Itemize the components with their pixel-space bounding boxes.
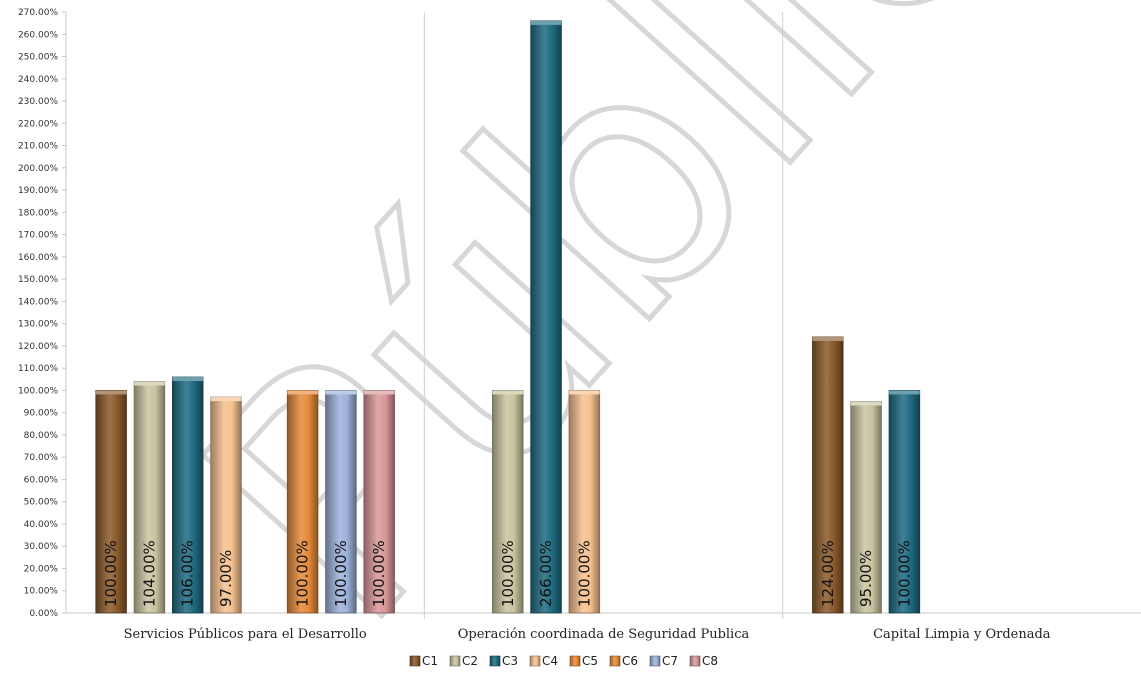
data-label: 266.00%: [537, 540, 555, 607]
data-label: 100.00%: [294, 540, 312, 607]
bar-c3: [530, 20, 562, 614]
bar-bevel: [530, 20, 562, 25]
bar-bevel: [812, 336, 844, 341]
legend-item-c2: C2: [449, 654, 478, 668]
y-tick-label: 230.00%: [18, 97, 58, 107]
y-tick-label: 60.00%: [24, 475, 59, 485]
data-label: 95.00%: [857, 550, 875, 607]
legend-swatch: [609, 655, 621, 667]
bar-c7: [325, 390, 357, 614]
y-tick-label: 150.00%: [18, 275, 58, 285]
bar-bevel: [850, 401, 882, 406]
bar-bevel: [569, 390, 600, 395]
x-tick-label: Operación coordinada de Seguridad Public…: [458, 627, 750, 642]
x-tick-label: Servicios Públicos para el Desarrollo: [124, 627, 367, 642]
y-tick-label: 30.00%: [24, 542, 59, 552]
bar-bevel: [325, 390, 357, 395]
watermark-text: Pública: [133, 0, 1141, 677]
y-tick-label: 20.00%: [24, 564, 59, 574]
data-label: 100.00%: [895, 540, 913, 607]
data-label: 100.00%: [499, 540, 517, 607]
legend-swatch: [529, 655, 541, 667]
y-tick-label: 160.00%: [18, 253, 58, 263]
watermark: Pública: [130, 0, 1141, 677]
legend-swatch: [489, 655, 501, 667]
legend-swatch: [569, 655, 581, 667]
x-tick-label: Capital Limpia y Ordenada: [873, 627, 1051, 642]
bar-bevel: [287, 390, 318, 395]
y-tick-label: 100.00%: [18, 386, 58, 396]
data-label: 100.00%: [102, 540, 120, 607]
data-label: 97.00%: [217, 550, 235, 607]
legend-item-c8: C8: [689, 654, 718, 668]
axes: 0.00% 10.00% 20.00% 30.00% 40.00% 50.00% 60.00…: [18, 8, 1141, 642]
bars: [95, 20, 921, 614]
legend: C1 C2 C3 C4 C5 C6 C7 C8: [409, 654, 718, 668]
bar-bevel: [363, 390, 395, 395]
y-tick-label: 130.00%: [18, 320, 58, 330]
y-tick-label: 80.00%: [24, 431, 59, 441]
y-tick-label: 40.00%: [24, 520, 59, 530]
bar-c6: [286, 390, 319, 614]
bar-bevel: [134, 381, 165, 386]
data-label: 104.00%: [140, 540, 158, 607]
legend-item-c7: C7: [649, 654, 678, 668]
bar-c3: [172, 376, 204, 614]
data-label: 124.00%: [819, 540, 837, 607]
legend-label: C2: [462, 654, 478, 668]
y-tick-label: 120.00%: [18, 342, 58, 352]
bar-bevel: [95, 390, 127, 395]
bar-bevel: [889, 390, 920, 395]
y-tick-label: 200.00%: [18, 164, 58, 174]
y-tick-label: 180.00%: [18, 208, 58, 218]
bar-bevel: [210, 397, 242, 402]
y-tick-label: 0.00%: [29, 609, 58, 619]
legend-item-c6: C6: [609, 654, 638, 668]
y-tick-label: 250.00%: [18, 53, 58, 63]
y-tick-label: 270.00%: [18, 8, 58, 18]
legend-swatch: [649, 655, 661, 667]
legend-swatch: [409, 655, 421, 667]
legend-label: C4: [542, 654, 558, 668]
legend-swatch: [689, 655, 701, 667]
legend-item-c5: C5: [569, 654, 598, 668]
bar-c8: [363, 390, 395, 614]
legend-label: C7: [662, 654, 678, 668]
bar-c1: [812, 336, 844, 614]
legend-swatch: [449, 655, 461, 667]
y-tick-label: 140.00%: [18, 297, 58, 307]
y-tick-label: 70.00%: [24, 453, 59, 463]
data-label: 100.00%: [370, 540, 388, 607]
bar-bevel: [492, 390, 524, 395]
y-tick-label: 110.00%: [18, 364, 58, 374]
data-label: 106.00%: [179, 540, 197, 607]
legend-label: C5: [582, 654, 598, 668]
bar-c4: [568, 390, 601, 614]
data-label: 100.00%: [332, 540, 350, 607]
bar-c1: [95, 390, 127, 614]
y-tick-label: 220.00%: [18, 119, 58, 129]
legend-label: C6: [622, 654, 638, 668]
legend-item-c3: C3: [489, 654, 518, 668]
legend-label: C8: [702, 654, 718, 668]
legend-label: C3: [502, 654, 518, 668]
y-tick-label: 50.00%: [24, 498, 59, 508]
y-tick-label: 210.00%: [18, 142, 58, 152]
bar-c3: [888, 390, 921, 614]
legend-item-c4: C4: [529, 654, 558, 668]
legend-label: C1: [422, 654, 438, 668]
y-tick-label: 10.00%: [24, 587, 59, 597]
data-label: 100.00%: [575, 540, 593, 607]
y-tick-label: 90.00%: [24, 409, 59, 419]
legend-item-c1: C1: [409, 654, 438, 668]
y-tick-label: 240.00%: [18, 75, 58, 85]
y-tick-label: 190.00%: [18, 186, 58, 196]
data-labels: 100.00% 124.00% 104.00% 100.00% 95.00% 106.00…: [102, 540, 913, 607]
bar-c2: [850, 401, 882, 614]
y-tick-label: 260.00%: [18, 30, 58, 40]
bar-c2: [133, 381, 166, 614]
y-tick-label: 170.00%: [18, 231, 58, 241]
bar-bevel: [172, 377, 204, 382]
